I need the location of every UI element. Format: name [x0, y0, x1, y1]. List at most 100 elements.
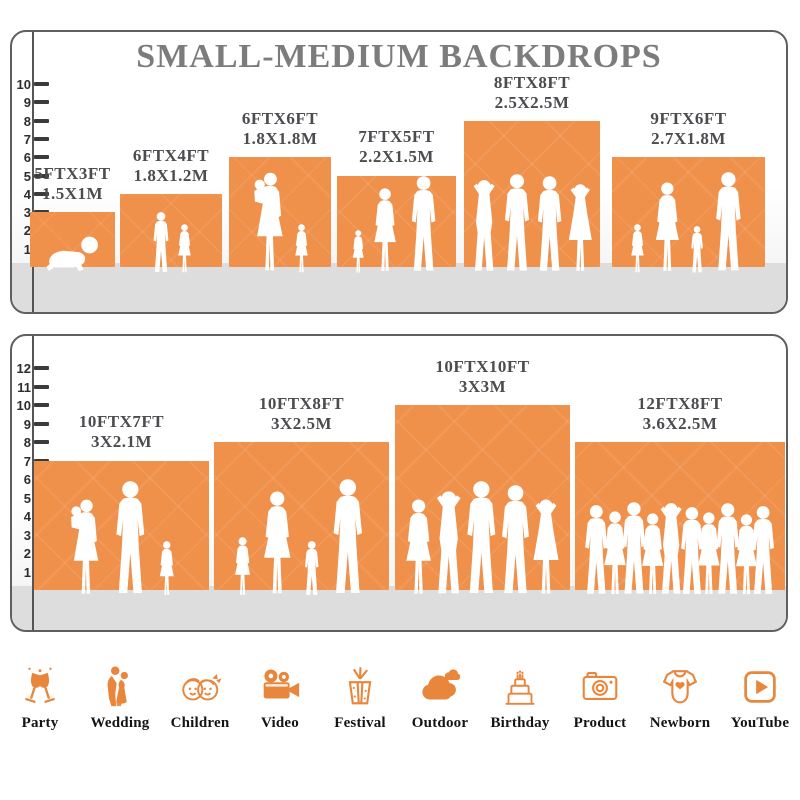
person-silhouette-man [752, 506, 775, 594]
category-label: Newborn [649, 715, 711, 731]
person-silhouette-womanpose [533, 499, 559, 594]
person-silhouette-man [153, 212, 168, 272]
video-icon [263, 669, 300, 699]
panel-small-backdrops: SMALL-MEDIUM BACKDROPS 1 2 3 4 5 6 7 8 9 10 5FTX3F… [10, 30, 788, 314]
ruler-tick-number: 2 [23, 546, 31, 561]
floor-strip [12, 263, 786, 312]
ruler-tick-number: 5 [23, 168, 31, 184]
ruler-tick [34, 82, 49, 86]
person-silhouette-man [116, 481, 145, 593]
backdrop-size-label: 5FTX3FT 1.5X1M [34, 164, 111, 204]
backdrop-size-label: 6FTX4FT 1.8X1.2M [132, 145, 210, 185]
backdrop-rect-6ftx4ft [120, 193, 222, 273]
category-festival: Festival [320, 658, 400, 758]
wedding-icon [107, 666, 128, 707]
people-group [214, 479, 389, 597]
floor-strip [12, 586, 786, 630]
person-silhouette-woman [177, 224, 191, 273]
category-newborn: Newborn [640, 658, 720, 758]
backdrop-rect-5ftx3ft [30, 212, 115, 272]
ruler-tick [34, 366, 49, 370]
people-group [30, 234, 115, 274]
outdoor-icon [422, 669, 461, 700]
ruler-tick [34, 384, 49, 389]
backdrop-size-label: 10FTX8FT 3X2.5M [258, 393, 345, 433]
ruler-tick-number: 7 [23, 131, 31, 147]
ruler-tick-number: 8 [23, 113, 31, 129]
ruler-tick-number: 10 [16, 398, 31, 413]
person-silhouette-womanbaby [254, 172, 283, 271]
category-party: Party [0, 658, 80, 758]
category-label: Birthday [490, 715, 550, 731]
ruler-tick [34, 173, 49, 178]
category-label: Party [21, 715, 59, 731]
ruler-tick [34, 136, 49, 141]
ruler-tick-number: 2 [23, 223, 31, 239]
person-silhouette-man [304, 541, 319, 596]
newborn-icon [662, 670, 698, 704]
people-group [34, 481, 209, 597]
ruler-tick-number: 5 [23, 490, 31, 506]
person-silhouette-woman [235, 537, 251, 595]
person-silhouette-woman [159, 541, 174, 596]
category-product: Product [560, 658, 640, 758]
product-icon [582, 672, 618, 701]
ruler-tick [34, 155, 49, 160]
ruler-tick [34, 403, 49, 407]
ruler-tick [34, 440, 49, 444]
category-outdoor: Outdoor [400, 658, 480, 758]
category-label: Video [261, 715, 299, 731]
category-wedding: Wedding [80, 658, 160, 758]
festival-icon [348, 667, 372, 705]
person-silhouette-womanpose [568, 184, 592, 271]
children-icon [182, 674, 222, 701]
backdrop-size-label: 10FTX7FT 3X2.1M [78, 412, 165, 452]
category-label: Festival [334, 715, 386, 731]
ruler-tick [34, 118, 49, 123]
people-group [575, 501, 785, 597]
backdrop-size-label: 8FTX8FT 2.5X2.5M [493, 72, 571, 112]
category-label: Children [170, 715, 230, 731]
birthday-icon [505, 670, 535, 705]
ruler-tick-number: 1 [23, 241, 31, 257]
category-label: Product [573, 715, 627, 731]
backdrop-size-label: 6FTX6FT 1.8X1.8M [241, 109, 319, 149]
ruler-tick-number: 1 [23, 564, 31, 580]
backdrop-rect-6ftx6ft [229, 157, 331, 273]
ruler-tick-number: 3 [23, 527, 31, 543]
people-group [337, 176, 456, 274]
backdrop-size-label: 12FTX8FT 3.6X2.5M [637, 393, 723, 433]
category-row: Party Wedding Children Video [0, 658, 800, 758]
party-icon [25, 667, 55, 704]
people-group [395, 481, 570, 597]
backdrop-rect-10ftx7ft [34, 460, 209, 596]
person-silhouette-man [333, 479, 363, 593]
category-label: YouTube [730, 715, 790, 731]
panel-medium-backdrops: 1 2 3 4 5 6 7 8 9 10 11 12 10FTX7FT 3X2.1M 10FTX8FT 3X… [10, 334, 788, 632]
ruler-tick-number: 3 [23, 205, 31, 221]
ruler-tick-number: 4 [23, 186, 31, 202]
people-group [464, 174, 600, 274]
person-silhouette-womanbaby [70, 499, 99, 594]
backdrop-rect-12ftx8ft [575, 442, 785, 595]
backdrop-size-label: 9FTX6FT 2.7X1.8M [650, 109, 727, 149]
backdrop-rect-9ftx6ft [612, 157, 765, 273]
people-group [120, 212, 222, 274]
person-silhouette-woman [264, 491, 291, 594]
ruler-tick-number: 11 [17, 379, 31, 395]
person-silhouette-woman [374, 188, 396, 271]
ruler-tick [34, 191, 49, 196]
category-youtube: YouTube [720, 658, 800, 758]
people-group [229, 172, 331, 274]
ruler-tick [34, 100, 49, 105]
backdrop-size-label: 7FTX5FT 2.2X1.5M [358, 127, 435, 167]
ruler-tick-number: 6 [23, 472, 31, 487]
ruler-tick-number: 9 [23, 95, 31, 111]
ruler-tick-number: 8 [23, 435, 31, 450]
ruler-tick [34, 421, 49, 426]
page-title: SMALL-MEDIUM BACKDROPS [136, 38, 662, 75]
category-birthday: Birthday [480, 658, 560, 758]
category-children: Children [160, 658, 240, 758]
person-silhouette-woman [295, 224, 308, 273]
